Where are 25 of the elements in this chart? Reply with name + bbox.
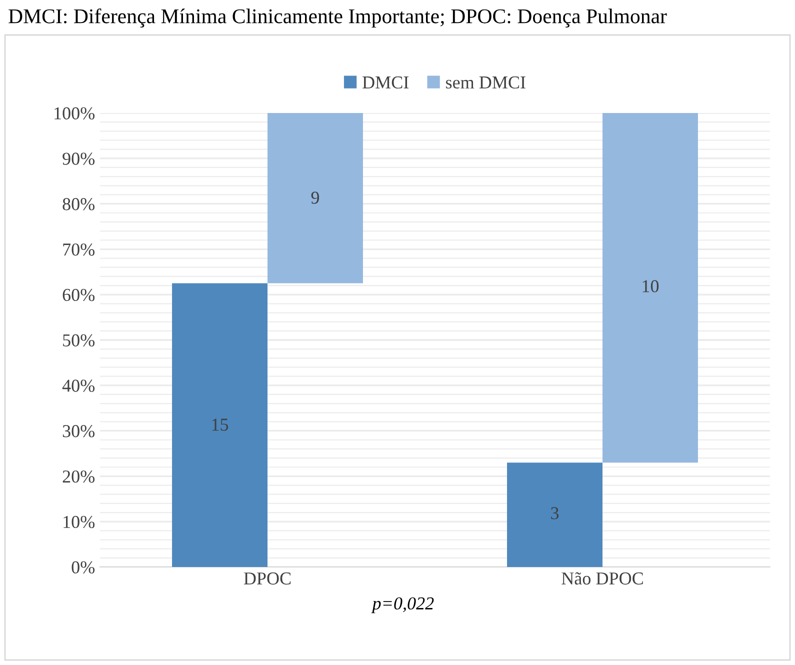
text: p=0,022 xyxy=(371,597,434,614)
x-tick-label: Não DPOC xyxy=(562,572,643,585)
y-tick-label: 20% xyxy=(62,470,95,483)
legend-label: sem DMCI xyxy=(446,76,526,89)
bar xyxy=(172,283,268,567)
y-tick-label: 10% xyxy=(64,516,95,528)
annotation: 15 xyxy=(212,418,228,431)
bar xyxy=(268,113,363,284)
bar xyxy=(507,462,602,567)
x-tick-label: DPOC xyxy=(244,572,291,585)
bar xyxy=(602,113,698,463)
y-tick-label: 100% xyxy=(54,107,95,120)
y-tick-label: 60% xyxy=(62,288,95,302)
y-tick-label: 0% xyxy=(72,561,95,574)
y-tick-label: 40% xyxy=(62,380,95,392)
annotation: 10 xyxy=(642,280,659,292)
chart-title: DMCI: Diferença Mínima Clinicamente Importante; DPOC: Doença Pulmonar xyxy=(8,8,667,28)
y-tick-label: 70% xyxy=(63,243,95,256)
annotation: 9 xyxy=(311,192,320,204)
y-tick-label: 50% xyxy=(63,334,95,346)
annotation: 3 xyxy=(551,507,559,520)
y-tick-label: 80% xyxy=(62,198,95,210)
y-tick-label: 30% xyxy=(62,425,95,438)
y-tick-label: 90% xyxy=(62,152,95,165)
legend-label: DMCI xyxy=(362,76,409,89)
